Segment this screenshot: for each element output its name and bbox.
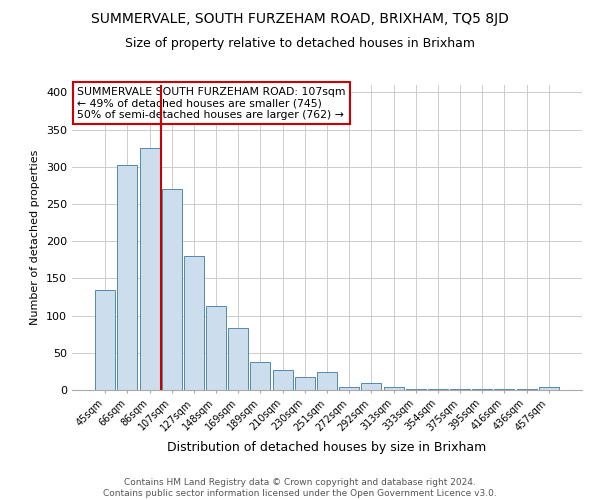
Bar (383, 387, 404, 390)
Bar (140, 148, 160, 390)
Bar (317, 372, 337, 390)
Text: SUMMERVALE SOUTH FURZEHAM ROAD: 107sqm
← 49% of detached houses are smaller (745: SUMMERVALE SOUTH FURZEHAM ROAD: 107sqm ←… (77, 86, 346, 120)
Bar (295, 378, 315, 390)
Bar (539, 387, 559, 390)
Bar (118, 166, 137, 390)
Bar (184, 256, 204, 390)
Y-axis label: Number of detached properties: Number of detached properties (31, 150, 40, 325)
X-axis label: Distribution of detached houses by size in Brixham: Distribution of detached houses by size … (167, 441, 487, 454)
Bar (206, 306, 226, 390)
Bar (339, 387, 359, 390)
Text: Size of property relative to detached houses in Brixham: Size of property relative to detached ho… (125, 38, 475, 51)
Bar (95, 290, 115, 390)
Text: SUMMERVALE, SOUTH FURZEHAM ROAD, BRIXHAM, TQ5 8JD: SUMMERVALE, SOUTH FURZEHAM ROAD, BRIXHAM… (91, 12, 509, 26)
Bar (361, 382, 382, 390)
Bar (272, 370, 293, 390)
Bar (228, 328, 248, 390)
Text: Contains HM Land Registry data © Crown copyright and database right 2024.
Contai: Contains HM Land Registry data © Crown c… (103, 478, 497, 498)
Bar (250, 362, 271, 390)
Bar (162, 189, 182, 390)
